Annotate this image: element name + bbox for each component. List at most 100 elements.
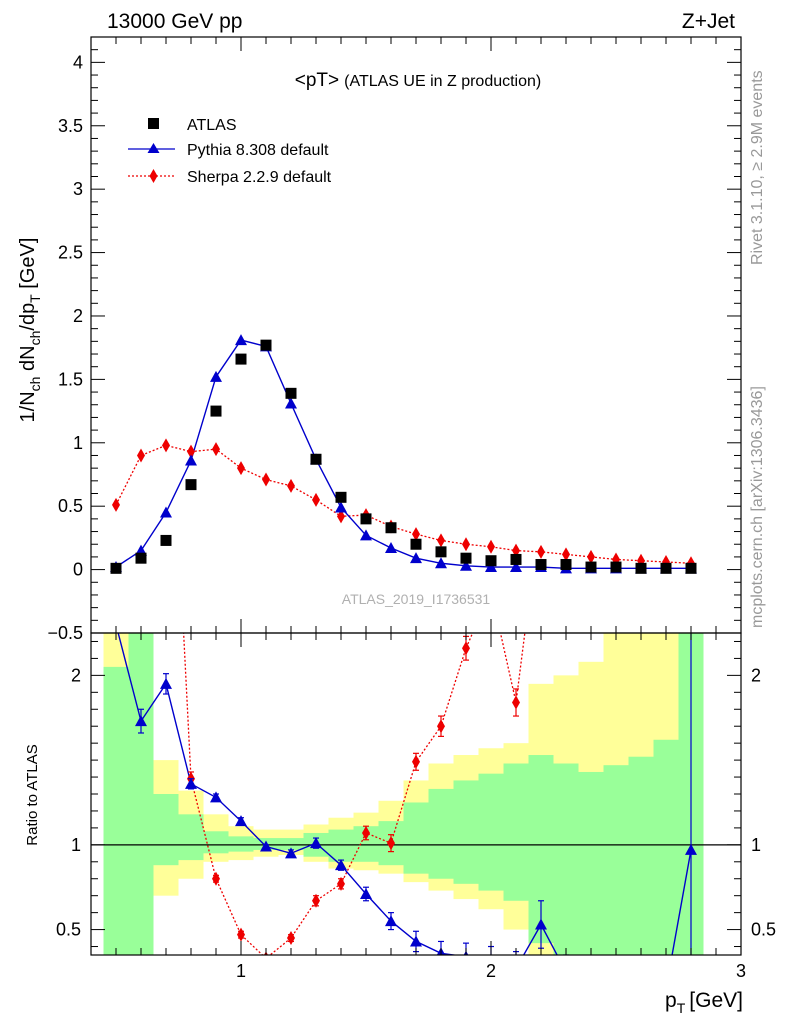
sherpa-ratio-point: [337, 876, 345, 891]
sherpa-ratio-point: [212, 871, 220, 886]
plot-title-sub: (ATLAS UE in Z production): [344, 73, 541, 90]
main-y-tick-label: 2: [73, 306, 83, 326]
band-inner-bin: [628, 756, 654, 955]
legend-pythia-label: Pythia 8.308 default: [187, 142, 329, 159]
band-inner-bin: [178, 814, 204, 861]
pythia-ratio-point: [210, 791, 222, 803]
ratio-y-tick-label: 2: [71, 665, 81, 685]
pythia-ratio-point: [360, 887, 372, 899]
atlas-main-point: [110, 562, 122, 574]
atlas-main-point: [635, 562, 647, 574]
atlas-main-point: [160, 534, 172, 546]
atlas-main-point: [560, 559, 572, 571]
pythia-main-line: [115, 339, 691, 570]
sherpa-main-point: [237, 461, 245, 476]
sherpa-ratio-line: [182, 633, 526, 955]
pythia-ratio-point: [235, 815, 247, 827]
band-inner-bin: [203, 831, 229, 854]
atlas-main-point: [360, 513, 372, 525]
sherpa-main-point: [312, 492, 320, 507]
atlas-main-point: [510, 553, 522, 565]
sherpa-main-point: [462, 537, 470, 552]
legend-sherpa-label: Sherpa 2.2.9 default: [187, 169, 332, 186]
band-inner-bin: [128, 633, 154, 955]
pythia-ratio-point: [160, 677, 172, 689]
sherpa-ratio-point: [362, 825, 370, 840]
legend-pythia-marker: [147, 143, 160, 153]
mcplots-label: mcplots.cern.ch [arXiv:1306.3436]: [749, 386, 766, 628]
ratio-y-tick-label-right: 0.5: [751, 920, 776, 940]
pythia-ratio-point: [535, 918, 547, 930]
atlas-main-point: [410, 538, 422, 550]
main-y-axis-label: 1/Nch dNch/dpT [GeV]: [17, 238, 43, 423]
atlas-main-point: [285, 387, 297, 399]
atlas-main-point: [385, 522, 397, 534]
band-inner-bin: [153, 794, 179, 866]
pythia-main-point: [235, 334, 247, 346]
band-inner-bin: [553, 763, 579, 955]
axes-frames: −0.5 0 0.5 1 1.5 2 2.5 3 3.5 4 0.5 0.5 1 1 2 2 1 2 3: [47, 36, 776, 981]
pythia-ratio-point: [685, 843, 697, 855]
pythia-main-point: [385, 542, 397, 554]
header-left: 13000 GeV pp: [107, 10, 242, 33]
sherpa-ratio-point: [687, 465, 695, 479]
sherpa-ratio-point: [612, 465, 620, 479]
pythia-main-point: [435, 557, 447, 569]
sherpa-main-point: [262, 472, 270, 487]
ratio-y-tick-label: 1: [71, 835, 81, 855]
sherpa-ratio-point: [512, 695, 520, 710]
band-inner-bin: [278, 838, 304, 850]
rivet-version-label: Rivet 3.1.10, ≥ 2.9M events: [749, 70, 766, 265]
pythia-main-point: [460, 559, 472, 571]
sherpa-main-point: [212, 442, 220, 457]
atlas-main-point: [460, 552, 472, 564]
band-inner-bin: [428, 788, 454, 879]
plot-title-main: <pT>: [295, 70, 339, 91]
atlas-main-point: [660, 562, 672, 574]
ratio-y-axis-label: Ratio to ATLAS: [24, 744, 41, 845]
main-y-tick-label: 0.5: [58, 496, 83, 516]
pythia-ratio-point: [335, 859, 347, 871]
sherpa-ratio-point: [437, 719, 445, 734]
main-y-tick-label: 3.5: [58, 116, 83, 136]
atlas-main-point: [435, 546, 447, 558]
pythia-ratio-point: [310, 837, 322, 849]
sherpa-ratio-point: [387, 836, 395, 851]
pythia-main-point: [410, 552, 422, 564]
sherpa-ratio-point: [412, 754, 420, 769]
sherpa-ratio-point: [462, 641, 470, 656]
main-y-tick-label: −0.5: [47, 623, 83, 643]
x-tick-label: 1: [236, 961, 246, 981]
pythia-main-point: [210, 370, 222, 382]
atlas-main-point: [260, 339, 272, 351]
pythia-main-point: [510, 561, 522, 573]
pythia-main-point: [360, 529, 372, 541]
sherpa-main-line: [115, 444, 692, 564]
sherpa-ratio-point: [662, 465, 670, 479]
atlas-main-point: [135, 552, 147, 564]
main-y-tick-label: 2.5: [58, 243, 83, 263]
band-inner-bin: [228, 836, 254, 852]
sherpa-main-point: [587, 549, 595, 564]
band-inner-bin: [328, 829, 354, 862]
sherpa-ratio-point: [312, 893, 320, 908]
atlas-main-point: [585, 561, 597, 573]
x-tick-label: 2: [486, 961, 496, 981]
pythia-ratio-line: [117, 633, 692, 955]
sherpa-ratio-point: [162, 279, 170, 293]
sherpa-main-point: [287, 478, 295, 493]
pythia-ratio-point: [135, 715, 147, 727]
atlas-main-point: [485, 555, 497, 567]
pythia-ratio-point: [585, 971, 597, 982]
pythia-main-point: [335, 501, 347, 513]
band-inner-bin: [653, 739, 679, 955]
atlas-main-point: [235, 353, 247, 365]
atlas-main-point: [335, 491, 347, 503]
pythia-main-point: [185, 454, 197, 466]
pythia-ratio-point: [510, 963, 522, 974]
atlas-main-point: [610, 561, 622, 573]
sherpa-main-point: [137, 448, 145, 463]
pythia-ratio-point: [560, 966, 572, 977]
atlas-main-point: [185, 479, 197, 491]
